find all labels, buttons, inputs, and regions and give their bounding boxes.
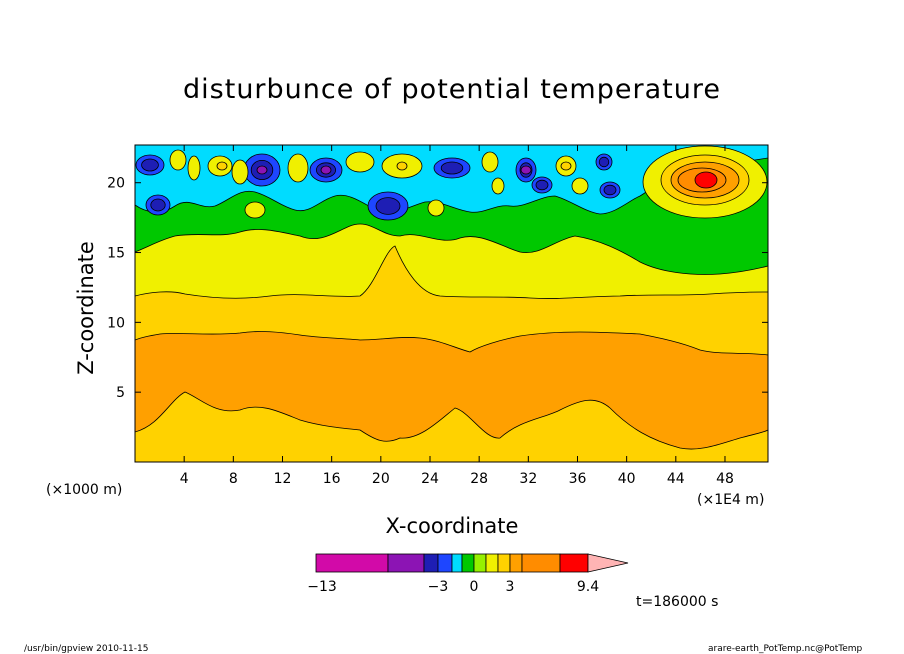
x-tick-label: 36: [569, 471, 587, 487]
x-tick-label: 8: [229, 471, 238, 487]
x-tick-label: 24: [421, 471, 439, 487]
colorbar-segment: [497, 553, 511, 573]
y-tick-label: 15: [107, 246, 125, 262]
colorbar-segment: [559, 553, 589, 573]
warm-blob-core-2: [560, 161, 572, 171]
colorbar-segment: [423, 553, 439, 573]
colorbar-arrow: [587, 553, 629, 573]
warm-region-core: [694, 171, 718, 189]
contour-band-3-4: [135, 331, 768, 450]
y-tick-label: 20: [107, 176, 125, 192]
colorbar-segment: [473, 553, 487, 573]
colorbar-segment: [387, 553, 425, 573]
colorbar-segment: [461, 553, 475, 573]
warm-blob-10: [571, 177, 589, 195]
x-unit-right: (×1E4 m): [697, 492, 765, 508]
cold-cell-core-7: [603, 184, 617, 196]
plot-frame: [134, 144, 769, 463]
y-tick-label: 5: [116, 385, 125, 401]
warm-blob-core-1: [396, 161, 408, 171]
colorbar-segment: [509, 553, 523, 573]
cold-cell-core-6: [598, 156, 610, 168]
cold-cell-core-8: [150, 198, 166, 212]
colorbar-segment: [315, 553, 389, 573]
warm-blob-core-0: [216, 161, 228, 171]
colorbar-segment: [437, 553, 453, 573]
x-tick-label: 12: [274, 471, 292, 487]
cold-cell-min-1: [320, 165, 332, 175]
x-axis-label: X-coordinate: [385, 514, 519, 538]
cold-cell-core-0: [141, 158, 159, 172]
x-tick-label: 44: [667, 471, 685, 487]
colorbar-label: 9.4: [577, 579, 599, 595]
cold-cell-min-0: [256, 165, 268, 175]
colorbar-segment: [485, 553, 499, 573]
colorbar-label: −3: [428, 579, 449, 595]
colorbar-label: 0: [470, 579, 479, 595]
footer-left: /usr/bin/gpview 2010-11-15: [24, 644, 149, 654]
x-tick-label: 20: [372, 471, 390, 487]
colorbar-label: −13: [307, 579, 337, 595]
y-tick-label: 10: [107, 315, 125, 331]
warm-blob-12: [427, 199, 445, 217]
cold-cell-core-4: [440, 161, 464, 175]
chart-title: disturbunce of potential temperature: [183, 74, 721, 105]
x-tick-label: 16: [323, 471, 341, 487]
x-tick-label: 40: [618, 471, 636, 487]
time-label: t=186000 s: [636, 594, 719, 610]
cold-cell-core-3: [375, 197, 401, 215]
colorbar-label: 3: [506, 579, 515, 595]
x-tick-label: 28: [470, 471, 488, 487]
y-axis-label: Z-coordinate: [74, 241, 98, 375]
cold-cell-min-2: [520, 165, 532, 175]
x-tick-label: 32: [519, 471, 537, 487]
warm-blob-5: [345, 151, 375, 173]
warm-blob-7: [481, 151, 499, 173]
warm-blob-4: [287, 153, 309, 183]
warm-blob-8: [491, 177, 505, 195]
warm-blob-3: [231, 159, 249, 185]
x-unit-left: (×1000 m): [46, 482, 123, 498]
warm-blob-1: [187, 155, 201, 181]
colorbar-segment: [451, 553, 463, 573]
warm-blob-11: [244, 201, 266, 219]
cold-cell-core-9: [535, 179, 549, 191]
x-tick-label: 4: [180, 471, 189, 487]
x-tick-label: 48: [716, 471, 734, 487]
footer-right: arare-earth_PotTemp.nc@PotTemp: [708, 644, 863, 654]
colorbar-segment: [521, 553, 561, 573]
warm-blob-0: [169, 149, 187, 171]
